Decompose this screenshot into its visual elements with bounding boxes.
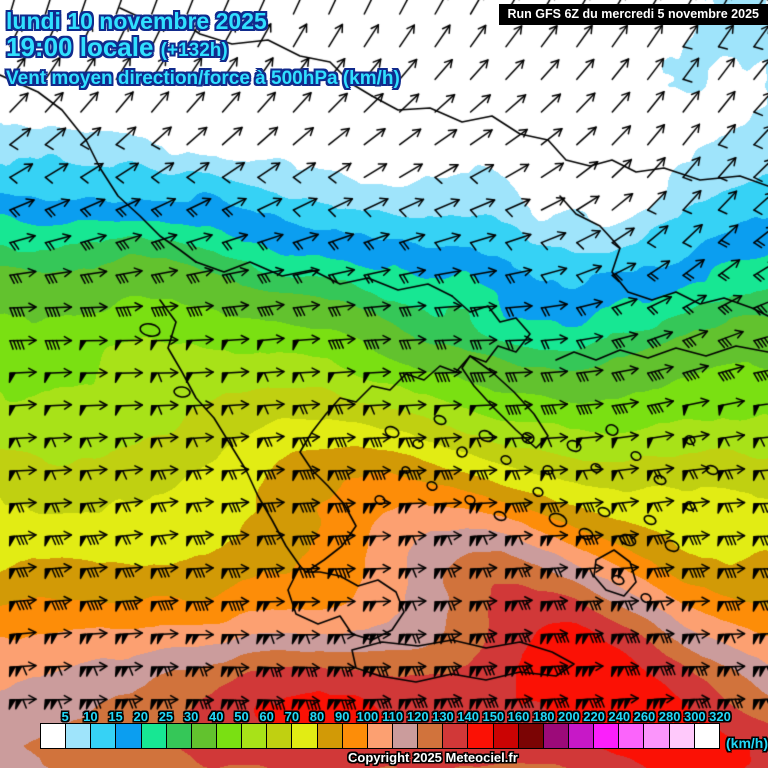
legend-swatch	[619, 724, 645, 748]
legend-swatch	[91, 724, 117, 748]
legend-swatch	[317, 724, 343, 748]
legend-swatch	[242, 724, 268, 748]
legend-swatch	[216, 724, 243, 748]
legend-swatch	[418, 724, 444, 748]
legend-swatch	[568, 724, 595, 748]
legend-swatch	[468, 724, 494, 748]
legend-colorbar	[40, 723, 720, 749]
legend-swatch	[594, 724, 620, 748]
legend-swatch	[66, 724, 92, 748]
legend-swatch	[518, 724, 544, 748]
legend-swatch	[669, 724, 695, 748]
legend-swatch	[392, 724, 419, 748]
legend-swatch	[267, 724, 293, 748]
legend-swatch	[367, 724, 393, 748]
legend-swatch	[443, 724, 469, 748]
legend-swatch	[493, 724, 519, 748]
legend-swatch	[141, 724, 167, 748]
legend-swatch	[543, 724, 569, 748]
legend-swatch	[191, 724, 217, 748]
legend-swatch	[694, 724, 719, 748]
legend-swatch	[342, 724, 368, 748]
legend-swatch	[292, 724, 318, 748]
legend-swatch	[116, 724, 142, 748]
legend-swatch	[166, 724, 192, 748]
legend-swatch	[41, 724, 67, 748]
legend-swatch	[644, 724, 670, 748]
